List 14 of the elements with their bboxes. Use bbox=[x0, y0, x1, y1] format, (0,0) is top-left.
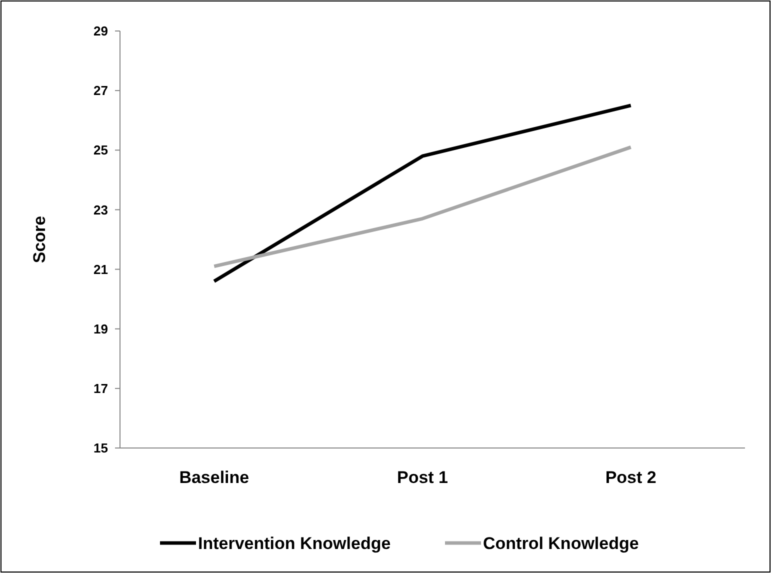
legend-label: Intervention Knowledge bbox=[198, 534, 391, 553]
y-tick-label: 23 bbox=[94, 202, 108, 218]
y-tick-label: 19 bbox=[94, 321, 108, 336]
y-tick-label: 29 bbox=[94, 24, 108, 39]
y-axis-title: Score bbox=[30, 216, 49, 264]
y-tick-label: 25 bbox=[94, 142, 108, 158]
x-tick-label: Post 1 bbox=[396, 468, 448, 487]
y-tick-label: 27 bbox=[94, 83, 108, 98]
x-tick-label: Post 2 bbox=[605, 468, 656, 487]
x-tick-label: Baseline bbox=[179, 468, 250, 487]
y-tick-label: 17 bbox=[94, 380, 108, 396]
y-tick-label: 21 bbox=[94, 262, 108, 277]
legend-label: Control Knowledge bbox=[483, 534, 639, 553]
y-tick-label: 15 bbox=[94, 440, 108, 456]
